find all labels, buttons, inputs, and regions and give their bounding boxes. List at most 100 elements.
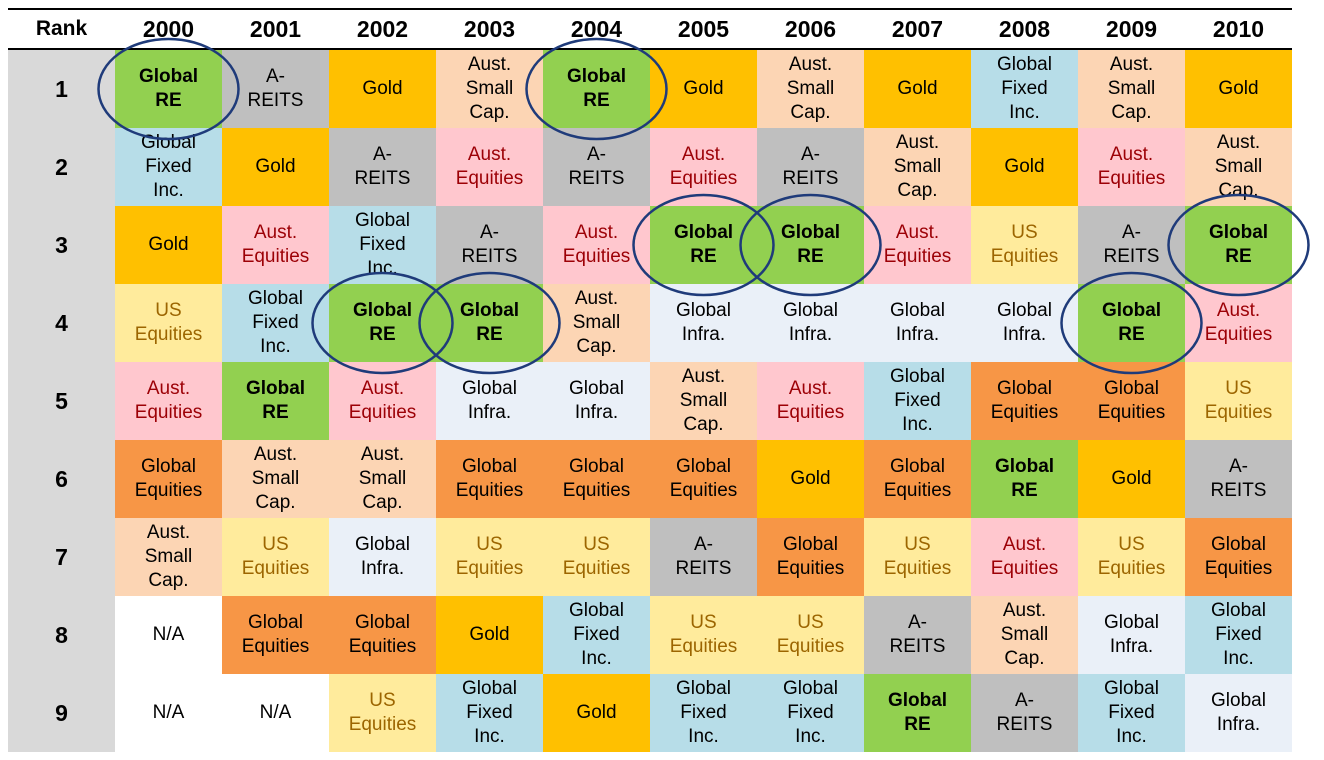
header-year-2008: 2008: [998, 15, 1051, 42]
cell-2001-rank-4: Global Fixed Inc.: [222, 284, 329, 362]
cell-2003-rank-2: Aust. Equities: [436, 128, 543, 206]
cell-2000-rank-8: N/A: [115, 596, 222, 674]
rank-label-6: 6: [8, 440, 115, 518]
cell-2005-rank-9: Global Fixed Inc.: [650, 674, 757, 752]
cell-2002-rank-3: Global Fixed Inc.: [329, 206, 436, 284]
rank-label-8: 8: [8, 596, 115, 674]
cell-2008-rank-3: US Equities: [971, 206, 1078, 284]
cell-2010-rank-4: Aust. Equities: [1185, 284, 1292, 362]
rank-label-2: 2: [8, 128, 115, 206]
cell-2005-rank-5: Aust. Small Cap.: [650, 362, 757, 440]
cell-2009-rank-3: A- REITS: [1078, 206, 1185, 284]
cell-2002-rank-7: Global Infra.: [329, 518, 436, 596]
cell-2003-rank-5: Global Infra.: [436, 362, 543, 440]
cell-2003-rank-1: Aust. Small Cap.: [436, 50, 543, 128]
rank-label-9: 9: [8, 674, 115, 752]
cell-2001-rank-9: N/A: [222, 674, 329, 752]
header-year-2006: 2006: [784, 15, 837, 42]
rank-label-5: 5: [8, 362, 115, 440]
cell-2006-rank-6: Gold: [757, 440, 864, 518]
cell-2007-rank-4: Global Infra.: [864, 284, 971, 362]
cell-2003-rank-6: Global Equities: [436, 440, 543, 518]
header-year-2004: 2004: [570, 15, 623, 42]
cell-2001-rank-3: Aust. Equities: [222, 206, 329, 284]
cell-2000-rank-2: Global Fixed Inc.: [115, 128, 222, 206]
cell-2006-rank-9: Global Fixed Inc.: [757, 674, 864, 752]
cell-2008-rank-7: Aust. Equities: [971, 518, 1078, 596]
cell-2009-rank-7: US Equities: [1078, 518, 1185, 596]
cell-2010-rank-9: Global Infra.: [1185, 674, 1292, 752]
cell-2002-rank-5: Aust. Equities: [329, 362, 436, 440]
header-year-2005: 2005: [677, 15, 730, 42]
cell-2004-rank-1: Global RE: [543, 50, 650, 128]
cell-2002-rank-9: US Equities: [329, 674, 436, 752]
cell-2009-rank-6: Gold: [1078, 440, 1185, 518]
cell-2009-rank-8: Global Infra.: [1078, 596, 1185, 674]
cell-2010-rank-2: Aust. Small Cap.: [1185, 128, 1292, 206]
cell-2005-rank-6: Global Equities: [650, 440, 757, 518]
cell-2004-rank-5: Global Infra.: [543, 362, 650, 440]
header-year-2010: 2010: [1212, 15, 1265, 42]
cell-2007-rank-6: Global Equities: [864, 440, 971, 518]
cell-2002-rank-1: Gold: [329, 50, 436, 128]
cell-2004-rank-8: Global Fixed Inc.: [543, 596, 650, 674]
header-year-2001: 2001: [249, 15, 302, 42]
cell-2009-rank-5: Global Equities: [1078, 362, 1185, 440]
cell-2005-rank-8: US Equities: [650, 596, 757, 674]
header-year-2002: 2002: [356, 15, 409, 42]
cell-2003-rank-8: Gold: [436, 596, 543, 674]
cell-2004-rank-7: US Equities: [543, 518, 650, 596]
cell-2002-rank-8: Global Equities: [329, 596, 436, 674]
cell-2008-rank-9: A- REITS: [971, 674, 1078, 752]
cell-2004-rank-4: Aust. Small Cap.: [543, 284, 650, 362]
cell-2006-rank-2: A- REITS: [757, 128, 864, 206]
header-year-2009: 2009: [1105, 15, 1158, 42]
header-top-rule: [8, 8, 1292, 10]
cell-2001-rank-1: A- REITS: [222, 50, 329, 128]
cell-2004-rank-2: A- REITS: [543, 128, 650, 206]
cell-2003-rank-9: Global Fixed Inc.: [436, 674, 543, 752]
cell-2007-rank-8: A- REITS: [864, 596, 971, 674]
header-year-2003: 2003: [463, 15, 516, 42]
cell-2003-rank-7: US Equities: [436, 518, 543, 596]
rank-label-3: 3: [8, 206, 115, 284]
rank-label-7: 7: [8, 518, 115, 596]
cell-2001-rank-2: Gold: [222, 128, 329, 206]
cell-2010-rank-6: A- REITS: [1185, 440, 1292, 518]
cell-2005-rank-4: Global Infra.: [650, 284, 757, 362]
cell-2000-rank-5: Aust. Equities: [115, 362, 222, 440]
cell-2009-rank-4: Global RE: [1078, 284, 1185, 362]
cell-2003-rank-3: A- REITS: [436, 206, 543, 284]
cell-2001-rank-5: Global RE: [222, 362, 329, 440]
cell-2006-rank-4: Global Infra.: [757, 284, 864, 362]
cell-2009-rank-1: Aust. Small Cap.: [1078, 50, 1185, 128]
cell-2008-rank-5: Global Equities: [971, 362, 1078, 440]
cell-2002-rank-4: Global RE: [329, 284, 436, 362]
cell-2001-rank-7: US Equities: [222, 518, 329, 596]
cell-2007-rank-5: Global Fixed Inc.: [864, 362, 971, 440]
cell-2000-rank-7: Aust. Small Cap.: [115, 518, 222, 596]
cell-2010-rank-8: Global Fixed Inc.: [1185, 596, 1292, 674]
cell-2007-rank-3: Aust. Equities: [864, 206, 971, 284]
cell-2000-rank-9: N/A: [115, 674, 222, 752]
cell-2008-rank-2: Gold: [971, 128, 1078, 206]
cell-2009-rank-2: Aust. Equities: [1078, 128, 1185, 206]
cell-2001-rank-8: Global Equities: [222, 596, 329, 674]
cell-2008-rank-1: Global Fixed Inc.: [971, 50, 1078, 128]
cell-2006-rank-8: US Equities: [757, 596, 864, 674]
cell-2006-rank-3: Global RE: [757, 206, 864, 284]
cell-2002-rank-2: A- REITS: [329, 128, 436, 206]
cell-2005-rank-7: A- REITS: [650, 518, 757, 596]
cell-2010-rank-7: Global Equities: [1185, 518, 1292, 596]
header-year-2007: 2007: [891, 15, 944, 42]
cell-2003-rank-4: Global RE: [436, 284, 543, 362]
cell-2005-rank-3: Global RE: [650, 206, 757, 284]
cell-2007-rank-9: Global RE: [864, 674, 971, 752]
cell-2008-rank-6: Global RE: [971, 440, 1078, 518]
cell-2006-rank-5: Aust. Equities: [757, 362, 864, 440]
cell-2001-rank-6: Aust. Small Cap.: [222, 440, 329, 518]
cell-2004-rank-6: Global Equities: [543, 440, 650, 518]
cell-2010-rank-5: US Equities: [1185, 362, 1292, 440]
cell-2005-rank-1: Gold: [650, 50, 757, 128]
cell-2000-rank-4: US Equities: [115, 284, 222, 362]
